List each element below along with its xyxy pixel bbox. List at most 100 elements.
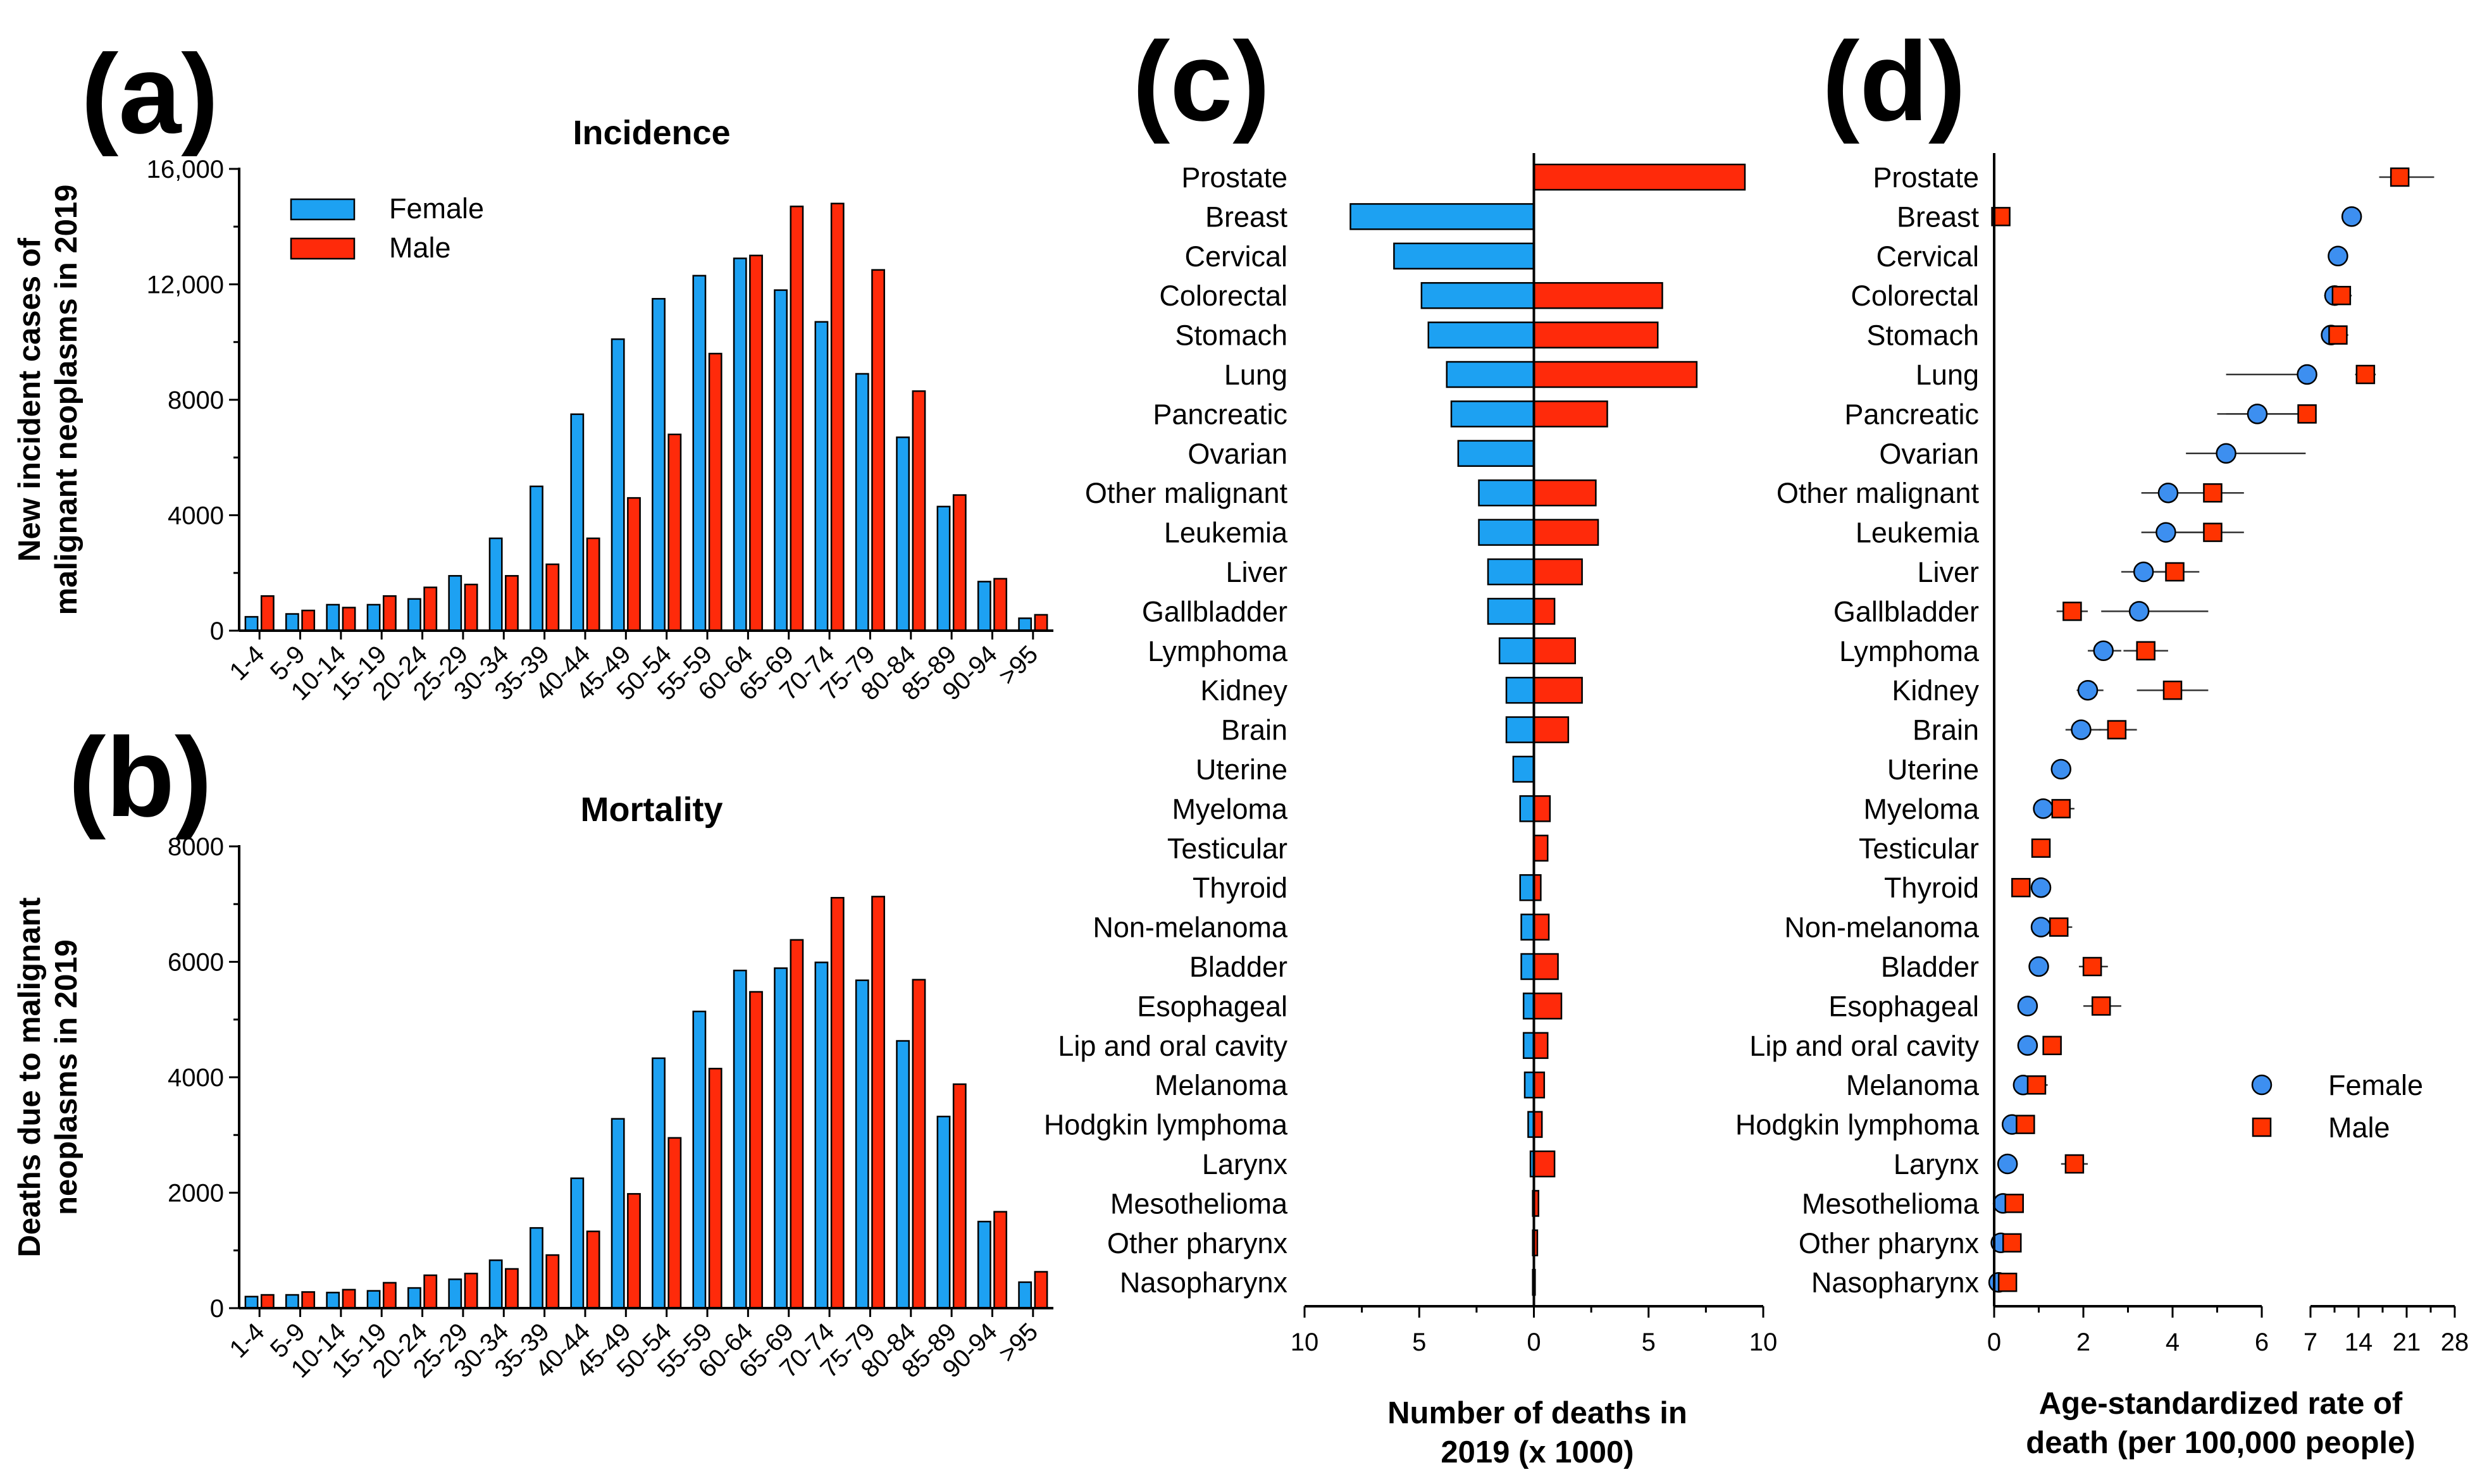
- point-male-hodgkin-lymphoma: [2016, 1115, 2035, 1134]
- point-male-prostate: [2390, 167, 2410, 187]
- bar-a-male-95: [1034, 614, 1048, 632]
- bar-a-female-80-84: [896, 436, 910, 632]
- category-label-d-thyroid: Thyroid: [1884, 872, 1979, 904]
- point-female-uterine: [2050, 758, 2071, 780]
- category-label-ovarian: Ovarian: [1188, 438, 1287, 470]
- x-tick-label-c: 0: [1527, 1328, 1541, 1356]
- bar-b-male-75-79: [871, 896, 885, 1309]
- point-male-lung: [2355, 364, 2376, 385]
- bar-a-male-25-29: [464, 583, 478, 632]
- category-label-stomach: Stomach: [1175, 319, 1287, 352]
- point-female-thyroid: [2030, 877, 2052, 898]
- bar-b-male-30-34: [505, 1268, 519, 1309]
- category-label-d-colorectal: Colorectal: [1851, 280, 1979, 312]
- bar-c-female-leukemia: [1478, 519, 1535, 546]
- bar-a-female-65-69: [774, 289, 788, 632]
- bar-b-male-15-19: [382, 1282, 397, 1309]
- bar-a-female-35-39: [530, 485, 543, 632]
- point-male-myeloma: [2051, 799, 2071, 819]
- y-tick-label-a: 12,000: [147, 271, 224, 299]
- x-tick-label-d: 4: [2166, 1328, 2180, 1356]
- bar-b-female-15-19: [366, 1290, 381, 1309]
- bar-a-female-20-24: [407, 598, 421, 632]
- x-axis-label-line: Number of deaths in: [1387, 1396, 1687, 1430]
- bar-b-female-35-39: [530, 1227, 543, 1309]
- category-label-d-lymphoma: Lymphoma: [1839, 635, 1980, 667]
- category-label-colorectal: Colorectal: [1159, 280, 1287, 312]
- bar-a-male-80-84: [912, 390, 926, 632]
- x-tick-label-c: 5: [1412, 1328, 1426, 1356]
- category-label-uterine: Uterine: [1196, 753, 1287, 786]
- bar-a-female-85-89: [936, 505, 951, 632]
- panel-letter-a: (a): [81, 31, 219, 157]
- legend-marker-male: [2252, 1117, 2272, 1137]
- x-axis-label-line: Age-standardized rate of: [2039, 1387, 2403, 1421]
- x-tick-label-a: >95: [993, 640, 1043, 690]
- x-tick-label-c: 5: [1642, 1328, 1656, 1356]
- bar-c-female-liver: [1487, 558, 1535, 586]
- y-tick-label-a: 8000: [168, 386, 224, 414]
- bar-b-male-85-89: [952, 1083, 967, 1309]
- bar-b-male-1-4: [260, 1294, 275, 1309]
- category-label-lip-and-oral-cavity: Lip and oral cavity: [1058, 1030, 1287, 1062]
- bar-c-male-melanoma: [1533, 1071, 1546, 1099]
- bar-c-female-pancreatic: [1450, 400, 1535, 428]
- bar-a-female-50-54: [652, 298, 666, 632]
- bar-b-male-80-84: [912, 979, 926, 1309]
- category-label-testicular: Testicular: [1167, 832, 1287, 865]
- bar-b-female-45-49: [611, 1118, 625, 1309]
- bar-c-male-brain: [1533, 716, 1570, 743]
- bar-b-male-20-24: [423, 1274, 438, 1309]
- bar-a-male-55-59: [708, 352, 723, 632]
- point-male-other-pharynx: [2002, 1233, 2022, 1253]
- category-label-bladder: Bladder: [1189, 951, 1287, 983]
- bar-a-male-45-49: [627, 497, 641, 632]
- bar-c-female-lip-and-oral-cavity: [1522, 1032, 1535, 1060]
- legend-marker-female: [2251, 1074, 2273, 1096]
- point-male-melanoma: [2026, 1075, 2047, 1095]
- point-female-other-malignant: [2157, 482, 2179, 504]
- x-tick-label-b: 1-4: [225, 1318, 270, 1363]
- category-label-d-hodgkin-lymphoma: Hodgkin lymphoma: [1735, 1109, 1980, 1141]
- bar-c-male-pancreatic: [1533, 400, 1608, 428]
- bar-a-female-70-74: [814, 321, 829, 632]
- category-label-d-uterine: Uterine: [1887, 753, 1979, 786]
- bar-c-female-kidney: [1505, 676, 1535, 704]
- bar-b-female-55-59: [692, 1010, 707, 1309]
- category-label-d-stomach: Stomach: [1866, 319, 1979, 352]
- y-axis-label-line: New incident cases of: [13, 237, 47, 562]
- legend-label-female: Female: [2328, 1069, 2423, 1101]
- category-label-lung: Lung: [1224, 359, 1287, 391]
- bar-c-male-testicular: [1533, 834, 1549, 862]
- bar-c-female-uterine: [1512, 755, 1535, 783]
- bar-b-female-95: [1018, 1281, 1033, 1309]
- point-female-breast: [2341, 206, 2362, 227]
- bar-b-male-60-64: [749, 991, 763, 1309]
- bar-b-female-80-84: [896, 1040, 910, 1309]
- category-label-d-breast: Breast: [1897, 201, 1980, 233]
- bar-b-female-10-14: [326, 1292, 340, 1309]
- category-label-larynx: Larynx: [1202, 1148, 1288, 1180]
- bar-a-male-60-64: [749, 254, 763, 632]
- bar-a-male-35-39: [545, 563, 560, 632]
- bar-a-female-60-64: [733, 257, 747, 632]
- point-male-lymphoma: [2136, 641, 2155, 661]
- point-male-testicular: [2031, 838, 2051, 858]
- y-tick-label-b: 4000: [168, 1064, 224, 1092]
- category-label-d-gallbladder: Gallbladder: [1833, 595, 1979, 628]
- category-label-d-melanoma: Melanoma: [1846, 1069, 1980, 1101]
- x-tick-label-d: 14: [2345, 1328, 2373, 1356]
- bar-a-female-15-19: [366, 603, 381, 632]
- x-tick-label-d: 28: [2441, 1328, 2469, 1356]
- x-tick-label-d: 2: [2076, 1328, 2090, 1356]
- category-label-pancreatic: Pancreatic: [1153, 398, 1287, 430]
- point-female-pancreatic: [2247, 404, 2268, 424]
- point-male-liver: [2165, 562, 2185, 582]
- bar-b-female-70-74: [814, 962, 829, 1309]
- bar-b-male-65-69: [790, 939, 804, 1309]
- bar-b-male-10-14: [342, 1289, 356, 1309]
- category-label-mesothelioma: Mesothelioma: [1110, 1187, 1288, 1220]
- point-male-leukemia: [2203, 522, 2223, 542]
- y-axis-label-line: Deaths due to malignant: [13, 897, 47, 1257]
